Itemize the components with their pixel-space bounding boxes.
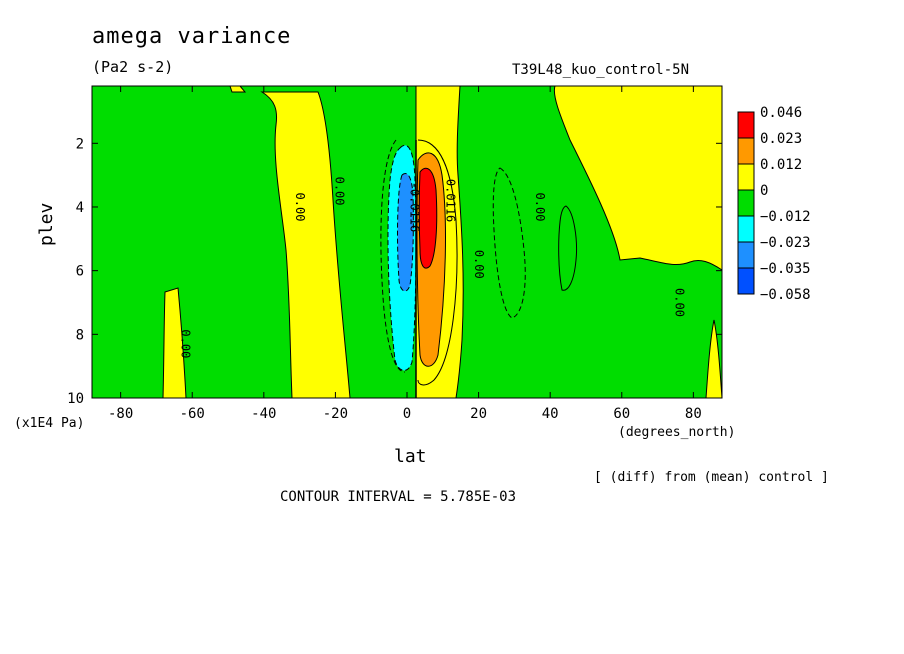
contour-label-3: 0.0116 <box>443 179 457 222</box>
y-tick-label-4: 10 <box>67 391 84 407</box>
contour-label-2: 0.00 <box>178 329 192 358</box>
y-axis-units: (x1E4 Pa) <box>14 416 85 431</box>
contour-line-dashed-2 <box>492 167 526 319</box>
colorbar-swatch-3 <box>737 189 755 217</box>
run-label: T39L48_kuo_control-5N <box>512 62 690 78</box>
y-ticks: 2 4 6 8 10 <box>67 136 722 407</box>
x-axis-units: (degrees_north) <box>618 425 736 440</box>
contour-label-4: -0.0116 <box>408 182 422 233</box>
colorbar-swatch-6 <box>737 267 755 295</box>
y-tick-label-3: 8 <box>76 327 84 343</box>
x-tick-label-4: 0 <box>403 406 411 422</box>
contour-interval: CONTOUR INTERVAL = 5.785E-03 <box>280 489 517 505</box>
x-tick-label-6: 40 <box>542 406 559 422</box>
diff-note: [ (diff) from (mean) control ] <box>594 470 829 485</box>
colorbar-label-2: 0.012 <box>760 157 802 173</box>
colorbar-swatch-5 <box>737 241 755 269</box>
yellow-region-north-sliver <box>705 319 723 399</box>
colorbar-swatch-4 <box>737 215 755 243</box>
contour-line-positive-2 <box>558 205 577 291</box>
colorbar-swatch-2 <box>737 163 755 191</box>
y-tick-label-2: 6 <box>76 264 84 280</box>
x-tick-label-8: 80 <box>685 406 702 422</box>
contour-label-5: 0.00 <box>472 250 486 279</box>
contour-label-0: 0.00 <box>293 193 307 222</box>
colorbar-label-5: −0.023 <box>760 235 811 251</box>
x-tick-label-0: -80 <box>108 406 133 422</box>
colorbar-label-4: −0.012 <box>760 209 811 225</box>
colorbar-label-6: −0.035 <box>760 261 811 277</box>
x-axis-label: lat <box>394 446 427 467</box>
y-tick-label-1: 4 <box>76 200 84 216</box>
yellow-region-north <box>553 85 723 271</box>
colorbar-label-7: −0.058 <box>760 287 811 303</box>
yellow-region-polar-south <box>162 287 187 399</box>
red-region <box>418 167 438 269</box>
x-tick-label-1: -60 <box>180 406 205 422</box>
x-tick-label-2: -40 <box>251 406 276 422</box>
colorbar-swatch-0 <box>737 111 755 139</box>
fill-layer <box>92 85 723 399</box>
blue-region <box>397 173 414 292</box>
x-tick-label-7: 60 <box>613 406 630 422</box>
contour-line-positive-1 <box>417 139 458 386</box>
contour-label-1: 0.00 <box>332 177 346 206</box>
colorbar-label-3: 0 <box>760 183 768 199</box>
contour-label-7: 0.00 <box>672 288 686 317</box>
colorbar-label-1: 0.023 <box>760 131 802 147</box>
yellow-region-midlat-south <box>260 91 351 399</box>
contour-line-dashed-1 <box>380 139 406 373</box>
chart-title: amega variance <box>92 24 292 49</box>
contour-label-6: 0.00 <box>533 193 547 222</box>
colorbar-swatch-1 <box>737 137 755 165</box>
contour-labels: 0.00 0.00 0.00 0.0116 -0.0116 0.00 0.00 0.00 <box>178 177 686 359</box>
x-ticks: -80 -60 -40 -20 0 20 40 60 80 <box>108 86 702 422</box>
contour-lines <box>380 139 577 398</box>
y-axis-label: plev <box>36 202 57 246</box>
y-tick-label-0: 2 <box>76 136 84 152</box>
colorbar-label-0: 0.046 <box>760 105 802 121</box>
x-tick-label-3: -20 <box>323 406 348 422</box>
chart-units: (Pa2 s-2) <box>92 58 174 76</box>
x-tick-label-5: 20 <box>470 406 487 422</box>
colorbar: 0.046 0.023 0.012 0 −0.012 −0.023 −0.035 −0.058 <box>737 105 811 303</box>
